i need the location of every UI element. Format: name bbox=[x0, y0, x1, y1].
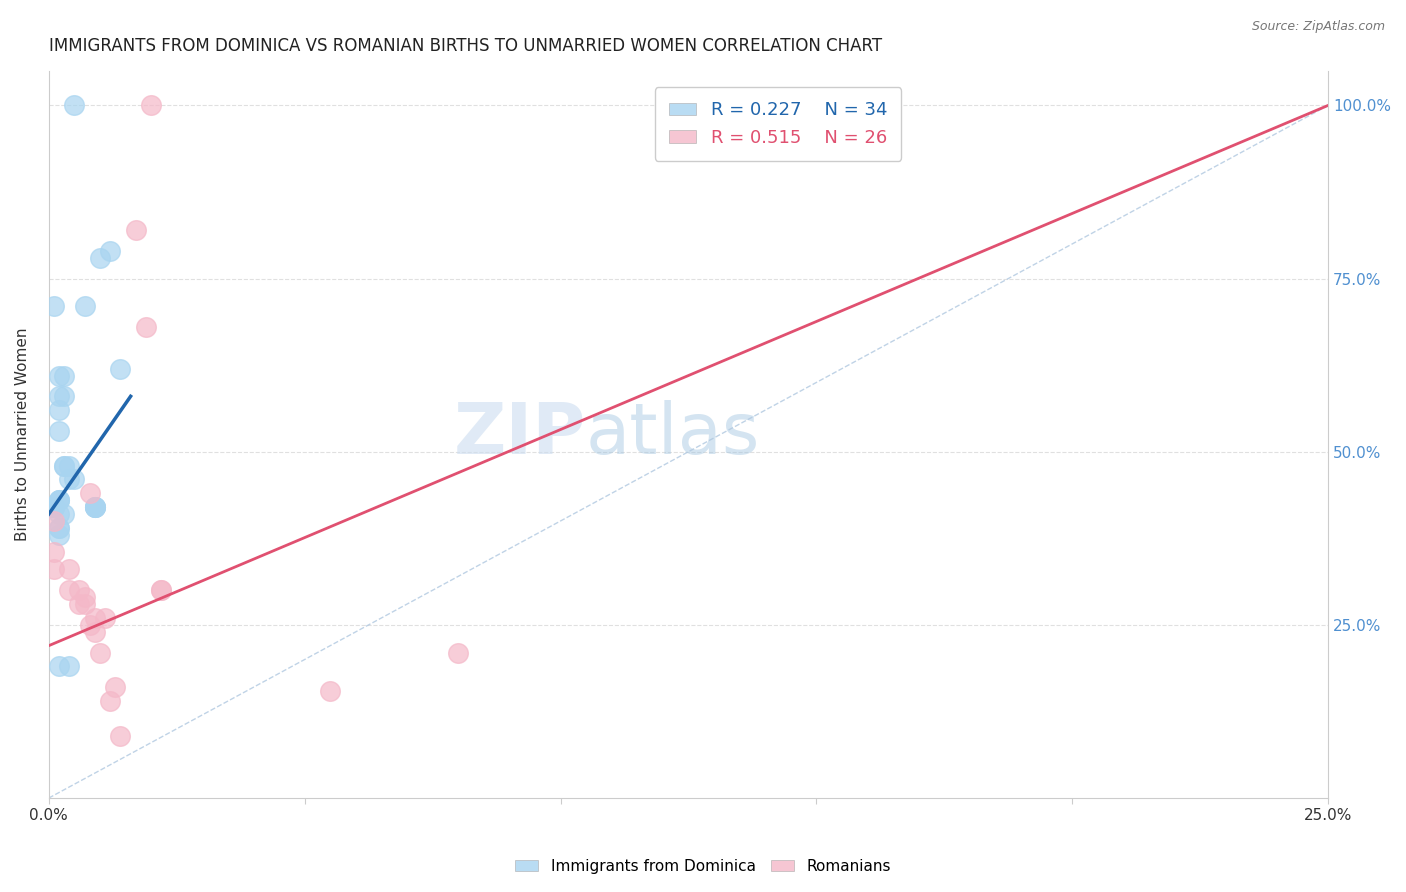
Point bbox=[48, 528, 70, 542]
Point bbox=[53, 507, 76, 521]
Point bbox=[69, 597, 91, 611]
Point bbox=[94, 611, 117, 625]
Point bbox=[42, 299, 65, 313]
Point bbox=[83, 624, 105, 639]
Legend: R = 0.227    N = 34, R = 0.515    N = 26: R = 0.227 N = 34, R = 0.515 N = 26 bbox=[655, 87, 901, 161]
Point bbox=[42, 500, 65, 515]
Point bbox=[89, 646, 111, 660]
Point bbox=[58, 659, 80, 673]
Point bbox=[69, 583, 91, 598]
Point bbox=[48, 493, 70, 508]
Point bbox=[135, 320, 157, 334]
Point bbox=[63, 472, 86, 486]
Point bbox=[58, 472, 80, 486]
Point bbox=[89, 251, 111, 265]
Point bbox=[58, 583, 80, 598]
Text: IMMIGRANTS FROM DOMINICA VS ROMANIAN BIRTHS TO UNMARRIED WOMEN CORRELATION CHART: IMMIGRANTS FROM DOMINICA VS ROMANIAN BIR… bbox=[49, 37, 882, 55]
Point bbox=[63, 98, 86, 112]
Text: Source: ZipAtlas.com: Source: ZipAtlas.com bbox=[1251, 20, 1385, 33]
Point bbox=[48, 521, 70, 535]
Point bbox=[53, 368, 76, 383]
Point bbox=[319, 683, 342, 698]
Point bbox=[42, 500, 65, 515]
Point bbox=[48, 493, 70, 508]
Point bbox=[79, 486, 101, 500]
Point bbox=[53, 458, 76, 473]
Point bbox=[53, 389, 76, 403]
Text: ZIP: ZIP bbox=[454, 400, 586, 469]
Point bbox=[73, 299, 96, 313]
Point bbox=[83, 500, 105, 515]
Point bbox=[42, 514, 65, 528]
Point bbox=[83, 500, 105, 515]
Point bbox=[48, 424, 70, 438]
Point bbox=[58, 458, 80, 473]
Point bbox=[42, 562, 65, 576]
Legend: Immigrants from Dominica, Romanians: Immigrants from Dominica, Romanians bbox=[509, 853, 897, 880]
Point bbox=[110, 729, 132, 743]
Point bbox=[150, 583, 173, 598]
Point bbox=[58, 562, 80, 576]
Point bbox=[150, 583, 173, 598]
Point bbox=[53, 458, 76, 473]
Point bbox=[42, 545, 65, 559]
Point bbox=[83, 611, 105, 625]
Point bbox=[447, 646, 470, 660]
Point bbox=[110, 361, 132, 376]
Point bbox=[73, 597, 96, 611]
Point bbox=[73, 590, 96, 604]
Point bbox=[79, 618, 101, 632]
Point bbox=[703, 98, 725, 112]
Point bbox=[98, 244, 121, 258]
Point bbox=[104, 680, 127, 694]
Point bbox=[83, 500, 105, 515]
Point bbox=[48, 368, 70, 383]
Point bbox=[48, 493, 70, 508]
Point bbox=[125, 223, 148, 237]
Point bbox=[83, 500, 105, 515]
Point bbox=[139, 98, 162, 112]
Point bbox=[48, 403, 70, 417]
Text: atlas: atlas bbox=[586, 400, 761, 469]
Point bbox=[42, 500, 65, 515]
Point bbox=[48, 659, 70, 673]
Point bbox=[48, 521, 70, 535]
Point bbox=[48, 507, 70, 521]
Point bbox=[98, 694, 121, 708]
Y-axis label: Births to Unmarried Women: Births to Unmarried Women bbox=[15, 327, 30, 541]
Point bbox=[48, 389, 70, 403]
